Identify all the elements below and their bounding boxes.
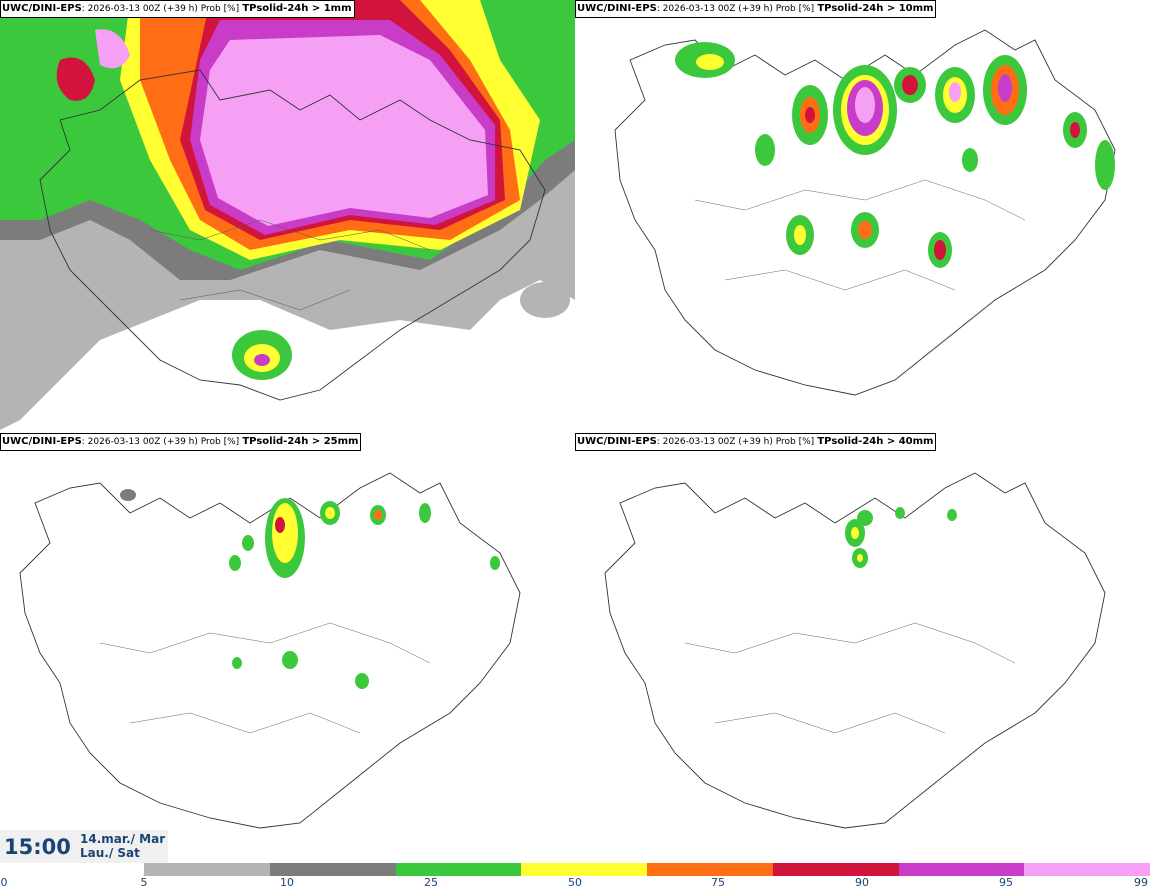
colorbar-tick: 25 — [424, 876, 438, 889]
colorbar-tick: 75 — [711, 876, 725, 889]
colorbar-tick: 0 — [0, 876, 8, 889]
colorbar-segment — [898, 863, 1025, 876]
probability-map-25mm — [19, 472, 521, 829]
colorbar-segment — [647, 863, 773, 876]
probability-map-1mm — [0, 0, 575, 430]
map-panel-1mm: UWC/DINI-EPS: 2026-03-13 00Z (+39 h) Pro… — [0, 0, 575, 430]
colorbar-tick: 90 — [855, 876, 869, 889]
colorbar-segment — [144, 863, 270, 876]
colorbar-segment — [521, 863, 647, 876]
colorbar-segment — [395, 863, 522, 876]
valid-time: 15:00 — [4, 835, 71, 859]
panel-title: UWC/DINI-EPS: 2026-03-13 00Z (+39 h) Pro… — [575, 433, 937, 451]
panel-title: UWC/DINI-EPS: 2026-03-13 00Z (+39 h) Pro… — [0, 0, 355, 18]
map-panel-25mm: UWC/DINI-EPS: 2026-03-13 00Z (+39 h) Pro… — [0, 433, 575, 863]
colorbar-tick: 99 — [1134, 876, 1148, 889]
map-panel-40mm: UWC/DINI-EPS: 2026-03-13 00Z (+39 h) Pro… — [575, 433, 1150, 863]
colorbar-tick: 10 — [280, 876, 294, 889]
panel-title: UWC/DINI-EPS: 2026-03-13 00Z (+39 h) Pro… — [0, 433, 362, 451]
colorbar-segment — [1024, 863, 1150, 876]
valid-date-line2: Lau./ Sat — [80, 846, 140, 860]
colorbar-segment — [772, 863, 899, 876]
valid-date-line1: 14.mar./ Mar — [80, 832, 166, 846]
probability-map-10mm — [614, 29, 1116, 396]
colorbar-tick: 5 — [140, 876, 148, 889]
colorbar-tick: 50 — [568, 876, 582, 889]
valid-time-box: 15:00 14.mar./ Mar Lau./ Sat — [0, 830, 168, 863]
probability-map-40mm — [604, 472, 1106, 829]
panel-title: UWC/DINI-EPS: 2026-03-13 00Z (+39 h) Pro… — [575, 0, 937, 18]
colorbar-segment — [269, 863, 396, 876]
colorbar-tick: 95 — [999, 876, 1013, 889]
colorbar — [144, 863, 1150, 876]
map-panel-10mm: UWC/DINI-EPS: 2026-03-13 00Z (+39 h) Pro… — [575, 0, 1150, 430]
